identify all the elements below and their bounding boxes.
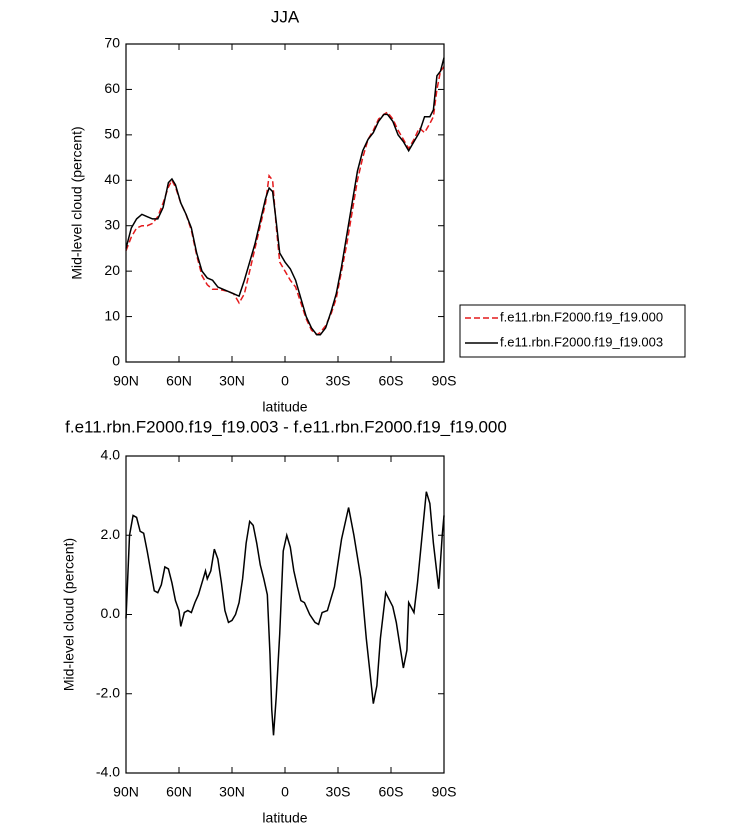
x-tick-label: 90S [432, 373, 457, 389]
x-tick-label: 60S [379, 373, 404, 389]
x-tick-label: 0 [281, 373, 289, 389]
y-tick-label: 4.0 [101, 447, 121, 463]
x-axis-title: latitude [262, 810, 307, 826]
plot-frame [125, 455, 445, 774]
y-tick-label: 60 [104, 80, 120, 96]
x-tick-label: 30S [326, 784, 351, 800]
x-tick-label: 90N [113, 784, 139, 800]
y-tick-label: 50 [104, 126, 120, 142]
y-tick-label: 40 [104, 171, 120, 187]
data-line [125, 66, 445, 336]
legend-box [459, 304, 686, 358]
x-tick-label: 60S [379, 784, 404, 800]
y-tick-label: 0.0 [101, 605, 121, 621]
y-tick-label: 2.0 [101, 526, 121, 542]
x-tick-label: 90N [113, 373, 139, 389]
y-tick-label: -4.0 [96, 764, 120, 780]
legend-label: f.e11.rbn.F2000.f19_f19.000 [500, 309, 663, 324]
y-tick-label: 0 [112, 353, 120, 369]
y-axis-title: Mid-level cloud (percent) [61, 538, 77, 691]
chart-title: JJA [271, 7, 300, 26]
x-tick-label: 0 [281, 784, 289, 800]
x-tick-label: 60N [166, 373, 192, 389]
x-tick-label: 30N [219, 784, 245, 800]
data-line [125, 491, 445, 736]
chart-title: f.e11.rbn.F2000.f19_f19.003 - f.e11.rbn.… [65, 417, 507, 436]
y-tick-label: 20 [104, 262, 120, 278]
y-tick-label: 70 [104, 35, 120, 51]
y-tick-label: 30 [104, 216, 120, 232]
x-axis-title: latitude [262, 399, 307, 415]
x-tick-label: 60N [166, 784, 192, 800]
legend-label: f.e11.rbn.F2000.f19_f19.003 [500, 334, 663, 349]
plot-frame [125, 43, 445, 363]
y-tick-label: 10 [104, 307, 120, 323]
x-tick-label: 90S [432, 784, 457, 800]
y-tick-label: -2.0 [96, 684, 120, 700]
x-tick-label: 30S [326, 373, 351, 389]
x-tick-label: 30N [219, 373, 245, 389]
data-line [125, 57, 445, 336]
y-axis-title: Mid-level cloud (percent) [69, 126, 85, 279]
